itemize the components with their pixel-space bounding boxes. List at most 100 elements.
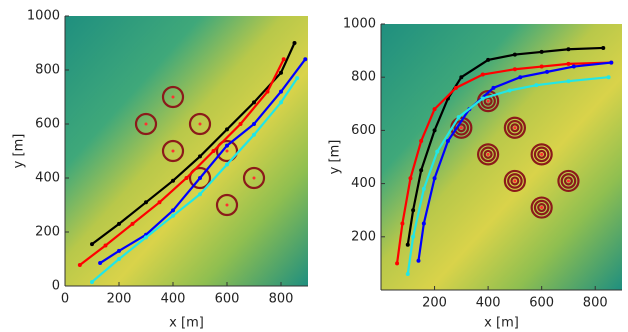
series-point [481,96,485,100]
series-point [422,187,426,191]
series-point [406,243,410,247]
series-point [566,62,570,66]
x-axis-label: x [m] [169,316,204,331]
series-point [117,257,121,261]
series-point [395,261,399,265]
series-point [534,83,538,87]
series-point [185,176,189,180]
series-point [607,75,611,79]
series-point [566,47,570,51]
series-point [481,73,485,77]
series-point [212,149,216,153]
target [540,206,543,209]
target [540,153,543,156]
x-tick-label: 800 [583,296,608,311]
series-point [282,57,286,61]
series-point [508,89,512,93]
series-point [601,46,605,50]
series-point [435,150,439,154]
series-point [293,41,297,45]
x-axis-label: x [m] [484,316,519,331]
target [487,153,490,156]
series-point [171,208,175,212]
x-tick-label: 200 [422,296,447,311]
x-tick-label: 400 [476,296,501,311]
series-point [198,176,202,180]
target [253,177,256,180]
target [513,126,516,129]
series-point [416,259,420,263]
x-tick-label: 400 [161,292,186,307]
series-point [279,71,283,75]
series-point [457,115,461,119]
y-tick-label: 1000 [27,9,60,24]
series-point [454,86,458,90]
series-point [406,272,410,276]
series-point [411,235,415,239]
series-point [572,65,576,69]
series-point [252,122,256,126]
y-tick-label: 400 [35,171,60,186]
series-point [171,179,175,183]
series-point [158,200,162,204]
x-tick-label: 0 [61,292,69,307]
series-point [433,176,437,180]
series-point [609,61,613,65]
series-point [117,249,121,253]
series-point [295,76,299,80]
x-tick-label: 600 [529,296,554,311]
y-tick-label: 600 [351,123,376,138]
series-point [513,67,517,71]
series-point [518,75,522,79]
series-point [408,176,412,180]
series-point [117,222,121,226]
target [145,123,148,126]
y-tick-label: 1000 [343,17,376,32]
x-tick-label: 600 [215,292,240,307]
y-tick-label: 400 [351,176,376,191]
y-tick-label: 200 [35,225,60,240]
series-point [486,58,490,62]
series-point [144,200,148,204]
y-axis-label: y [m] [328,140,343,175]
series-point [131,222,135,226]
series-point [225,144,229,148]
series-point [422,222,426,226]
target [513,179,516,182]
series-point [540,50,544,54]
target [172,96,175,99]
series-point [198,154,202,158]
y-tick-label: 200 [351,229,376,244]
target [199,123,202,126]
series-point [171,214,175,218]
y-axis-label: y [m] [12,134,27,169]
series-point [513,53,517,57]
series-point [239,122,243,126]
series-point [279,100,283,104]
series-point [540,65,544,69]
series-point [266,90,270,94]
x-tick-label: 800 [269,292,294,307]
target [226,204,229,207]
series-point [104,244,108,248]
series-point [225,127,229,131]
series-point [198,192,202,196]
series-point [446,139,450,143]
target [567,179,570,182]
series-point [252,100,256,104]
page: 020040060080002004006008001000x [m]y [m]… [0,0,628,332]
series-point [144,235,148,239]
subplot: 2004006008002004006008001000x [m]y [m] [328,17,623,331]
figure: 020040060080002004006008001000x [m]y [m]… [0,0,628,332]
series-point [400,222,404,226]
series-point [545,70,549,74]
series-point [90,280,94,284]
series-point [279,90,283,94]
terrain [65,16,308,286]
series-point [433,128,437,132]
series-point [419,139,423,143]
series-point [411,208,415,212]
target [226,150,229,153]
target [172,150,175,153]
